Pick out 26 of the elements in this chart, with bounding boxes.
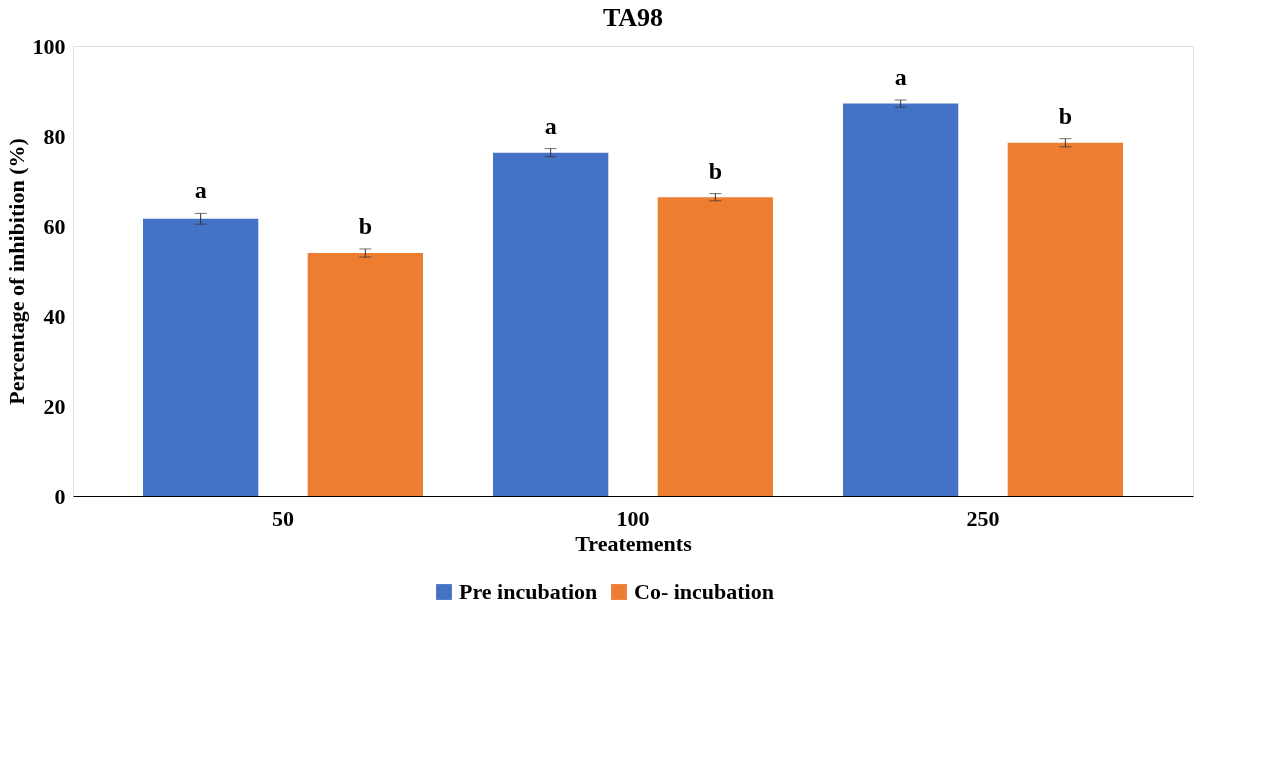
data-label: b xyxy=(358,212,373,239)
data-label: b xyxy=(708,157,723,184)
y-tick-label: 60 xyxy=(43,213,66,239)
y-tick-label: 40 xyxy=(43,303,66,329)
x-axis-title: Treatements xyxy=(575,530,693,556)
y-tick-label: 80 xyxy=(43,123,66,149)
y-tick-label: 0 xyxy=(54,483,66,509)
x-tick-label: 100 xyxy=(616,505,650,531)
data-label: a xyxy=(544,112,557,139)
data-label: b xyxy=(1058,102,1073,129)
bar xyxy=(493,152,609,496)
y-tick-label: 100 xyxy=(32,33,66,59)
x-tick-label: 50 xyxy=(272,505,294,531)
bar xyxy=(657,197,773,496)
chart-title: TA98 xyxy=(602,3,664,32)
bar xyxy=(1007,142,1123,496)
bar xyxy=(143,218,259,496)
y-tick-label: 20 xyxy=(43,393,66,419)
legend-label: Co- incubation xyxy=(634,579,774,604)
x-tick-label: 250 xyxy=(966,505,1000,531)
bar xyxy=(307,253,423,496)
data-label: a xyxy=(894,64,907,90)
legend-label: Pre incubation xyxy=(459,579,598,604)
data-label: a xyxy=(194,177,207,204)
bar xyxy=(843,103,959,496)
y-axis-title: Percentage of inhibition (%) xyxy=(3,138,29,405)
